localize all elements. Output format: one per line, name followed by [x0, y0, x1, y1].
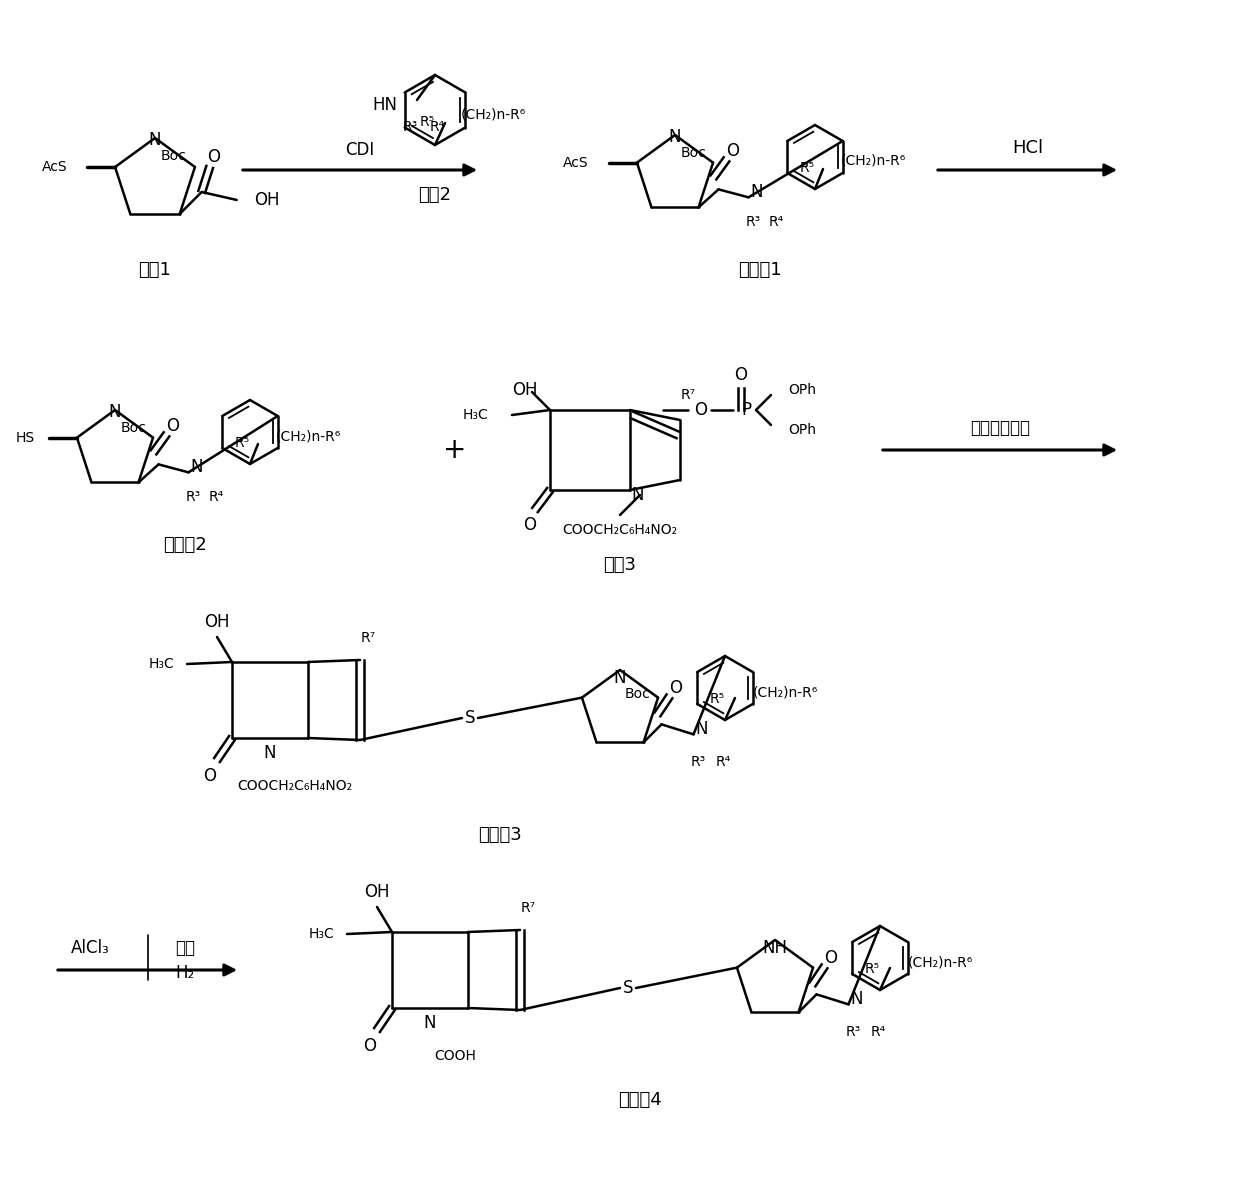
Text: AcS: AcS [563, 156, 589, 169]
Text: OH: OH [512, 382, 538, 398]
Text: HN: HN [372, 96, 397, 114]
Text: R⁵: R⁵ [864, 962, 880, 976]
Text: O: O [203, 767, 217, 785]
Text: O: O [734, 366, 748, 384]
Text: R⁵: R⁵ [800, 161, 815, 175]
Text: 化合物4: 化合物4 [618, 1091, 662, 1109]
Text: O: O [523, 516, 537, 534]
Text: R³: R³ [186, 491, 201, 504]
Text: N: N [264, 744, 277, 762]
Text: R⁷: R⁷ [521, 901, 536, 914]
Text: R³: R³ [846, 1025, 861, 1039]
Text: OPh: OPh [787, 422, 816, 437]
Text: HCl: HCl [1012, 139, 1044, 157]
Text: (CH₂)n-R⁶: (CH₂)n-R⁶ [275, 428, 341, 443]
Text: R⁴: R⁴ [715, 755, 732, 769]
Text: COOH: COOH [434, 1049, 476, 1063]
Text: H₃C: H₃C [149, 658, 174, 671]
Text: O: O [207, 148, 221, 166]
Text: H₂: H₂ [175, 964, 195, 982]
Text: R⁵: R⁵ [709, 692, 725, 706]
Text: 二异丙基乙胺: 二异丙基乙胺 [970, 419, 1030, 437]
Text: H₃C: H₃C [309, 926, 334, 941]
Text: N: N [149, 131, 161, 149]
Text: N: N [631, 486, 645, 504]
Text: Boc: Boc [120, 421, 146, 434]
Text: R⁴: R⁴ [769, 215, 784, 229]
Text: R⁴: R⁴ [870, 1025, 887, 1039]
Text: P: P [742, 401, 751, 419]
Text: COOCH₂C₆H₄NO₂: COOCH₂C₆H₄NO₂ [563, 523, 677, 538]
Text: R⁵: R⁵ [234, 436, 249, 450]
Text: OH: OH [365, 883, 389, 901]
Text: H₃C: H₃C [463, 408, 489, 422]
Text: NH: NH [763, 938, 787, 958]
Text: +: + [444, 436, 466, 464]
Text: N: N [750, 184, 763, 202]
Text: R⁵: R⁵ [419, 115, 434, 130]
Text: O: O [725, 143, 739, 161]
Text: AlCl₃: AlCl₃ [71, 938, 109, 958]
Text: Boc: Boc [160, 149, 186, 163]
Text: N: N [614, 670, 626, 686]
Text: COOCH₂C₆H₄NO₂: COOCH₂C₆H₄NO₂ [237, 779, 352, 793]
Text: Boc: Boc [625, 686, 651, 701]
Text: S: S [465, 709, 475, 727]
Text: O: O [670, 679, 682, 697]
Text: R⁷: R⁷ [681, 388, 696, 402]
Text: 化合物2: 化合物2 [164, 536, 207, 554]
Text: R³: R³ [691, 755, 706, 769]
Text: (CH₂)n-R⁶: (CH₂)n-R⁶ [908, 955, 972, 970]
Text: N: N [696, 720, 708, 738]
Text: R⁴: R⁴ [429, 120, 445, 134]
Text: (CH₂)n-R⁶: (CH₂)n-R⁶ [753, 685, 817, 698]
Text: R⁴: R⁴ [208, 491, 224, 504]
Text: HS: HS [16, 431, 35, 445]
Text: (CH₂)n-R⁶: (CH₂)n-R⁶ [460, 108, 526, 122]
Text: 原料1: 原料1 [139, 260, 171, 278]
Text: N: N [190, 458, 203, 476]
Text: N: N [424, 1014, 436, 1032]
Text: R⁷: R⁷ [361, 631, 376, 646]
Text: Boc: Boc [680, 146, 706, 160]
Text: (CH₂)n-R⁶: (CH₂)n-R⁶ [841, 154, 905, 168]
Text: AcS: AcS [41, 160, 67, 174]
Text: O: O [825, 949, 837, 967]
Text: R³: R³ [746, 215, 761, 229]
Text: 化合物1: 化合物1 [738, 260, 781, 278]
Text: N: N [109, 403, 122, 421]
Text: 化合物3: 化合物3 [479, 826, 522, 844]
Text: N: N [668, 128, 681, 146]
Text: N: N [851, 990, 863, 1008]
Text: 钯炭: 钯炭 [175, 938, 195, 958]
Text: O: O [166, 418, 179, 436]
Text: R³: R³ [402, 120, 418, 134]
Text: O: O [694, 401, 708, 419]
Text: O: O [363, 1037, 377, 1055]
Text: 原料2: 原料2 [419, 186, 451, 204]
Text: CDI: CDI [346, 140, 374, 158]
Text: S: S [622, 979, 634, 997]
Text: OH: OH [205, 613, 229, 631]
Text: OH: OH [254, 191, 279, 209]
Text: 原料3: 原料3 [604, 556, 636, 574]
Text: OPh: OPh [787, 383, 816, 397]
